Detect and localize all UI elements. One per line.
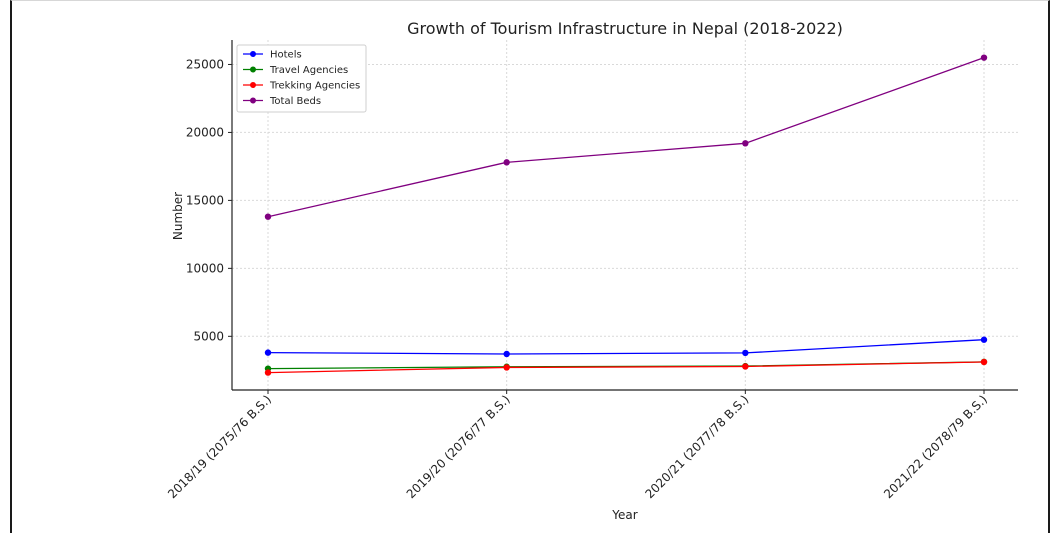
hotels-point <box>980 336 988 343</box>
legend-marker-hotels <box>250 51 256 57</box>
hotels-point <box>503 350 510 358</box>
total-beds-point <box>980 54 988 61</box>
hotels-point <box>264 349 272 356</box>
travel-agencies-line <box>267 361 985 370</box>
legend-label-travel-agencies: Travel Agencies <box>269 65 348 76</box>
x-tick-label: 2021/22 (2078/79 B.S.) <box>881 392 990 501</box>
x-tick-label: 2020/21 (2077/78 B.S.) <box>642 392 751 501</box>
trekking-agencies-point <box>980 358 988 366</box>
x-axis-label: Year <box>611 508 637 522</box>
total-beds-point <box>503 159 510 166</box>
trekking-agencies-line <box>267 361 985 374</box>
y-tick-label: 5000 <box>193 329 224 343</box>
legend-marker-trekking-agencies <box>250 82 256 88</box>
y-tick-label: 15000 <box>186 193 224 207</box>
hotels-point <box>742 349 749 357</box>
legend-marker-travel-agencies <box>250 66 256 73</box>
x-tick-label: 2018/19 (2075/76 B.S.) <box>165 392 274 501</box>
total-beds-point <box>742 140 749 147</box>
grid-layer <box>232 40 1018 390</box>
trekking-agencies-point <box>503 364 510 371</box>
trekking-agencies-point <box>742 363 749 370</box>
total-beds-point <box>264 213 272 220</box>
axes-layer <box>231 40 1018 391</box>
hotels-line <box>267 339 985 355</box>
legend-label-total-beds: Total Beds <box>269 96 321 107</box>
trekking-agencies-point <box>264 369 272 376</box>
legend-label-trekking-agencies: Trekking Agencies <box>269 81 360 92</box>
series-layer <box>264 54 988 376</box>
legend-marker-total-beds <box>250 97 256 104</box>
tick-layer: 5000 10000 15000 20000 25000 2018/19 (2075/76… <box>165 57 990 501</box>
x-tick-label: 2019/20 (2076/77 B.S.) <box>404 392 513 501</box>
total-beds-line <box>267 57 985 218</box>
y-tick-label: 10000 <box>186 261 224 275</box>
chart-title: Growth of Tourism Infrastructure in Nepa… <box>407 19 843 38</box>
legend: Hotels Travel Agencies Trekking Agencies To… <box>236 44 367 113</box>
legend-label-hotels: Hotels <box>270 50 302 61</box>
y-tick-label: 25000 <box>186 57 224 71</box>
legend-box <box>236 44 367 113</box>
figure-frame <box>10 0 1050 533</box>
y-tick-label: 20000 <box>186 125 224 139</box>
y-axis-label: Number <box>171 192 185 240</box>
